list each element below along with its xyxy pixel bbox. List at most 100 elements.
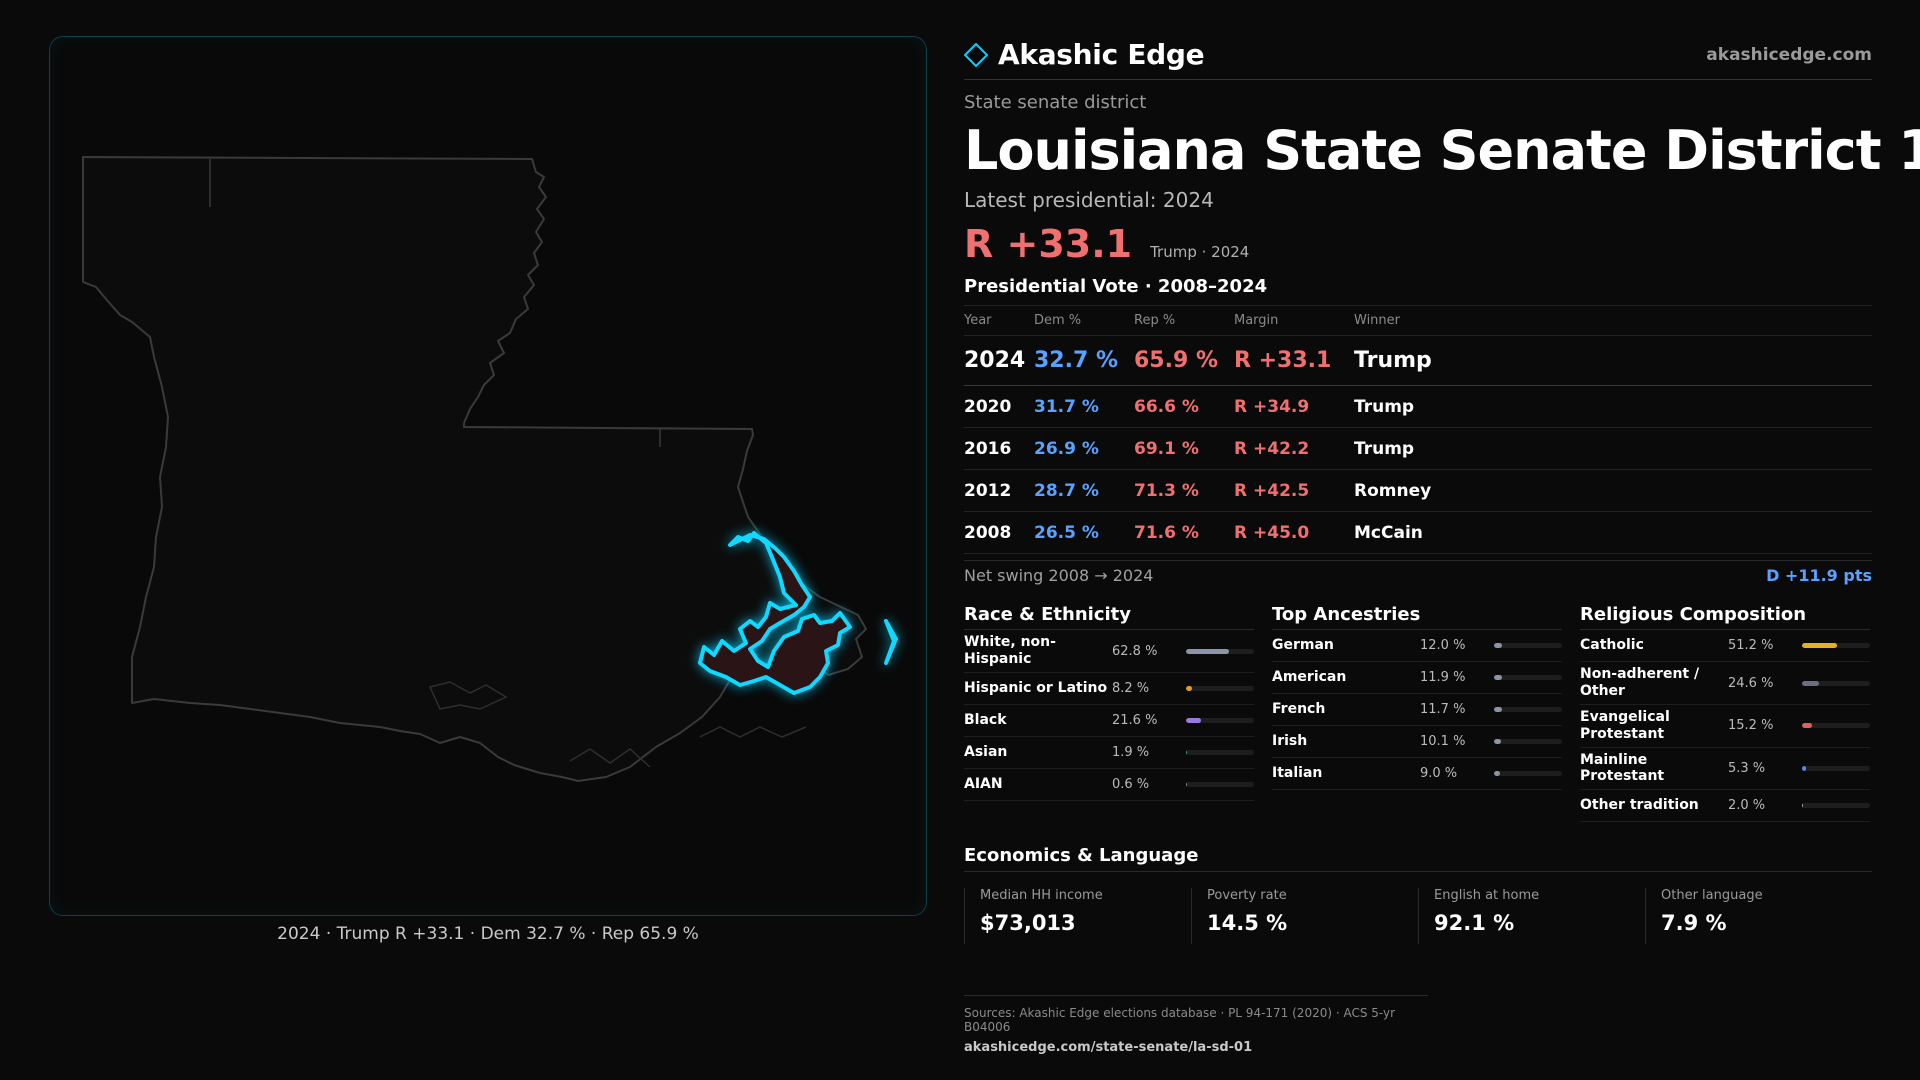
stat-bar (1494, 739, 1562, 745)
vote-table: Year Dem % Rep % Margin Winner 2024 32.7… (964, 305, 1872, 555)
source-url-link[interactable]: akashicedge.com/state-senate/la-sd-01 (964, 1040, 1253, 1055)
district-fragment (884, 619, 898, 665)
table-row: 2008 26.5 % 71.6 % R +45.0 McCain (964, 511, 1872, 555)
stat-value: 0.6 % (1112, 776, 1150, 792)
stat-label: Irish (1272, 733, 1308, 750)
stat-row: German 12.0 % (1272, 630, 1562, 663)
winner-cell: Trump (1354, 385, 1872, 429)
econ-stat: English at home 92.1 % (1418, 888, 1645, 945)
stat-label: Mainline Protestant (1580, 751, 1665, 785)
winner-cell: Trump (1354, 335, 1872, 387)
stat-row: Italian 9.0 % (1272, 758, 1562, 791)
stat-bar-fill (1186, 781, 1188, 787)
dem-cell: 31.7 % (1034, 385, 1134, 429)
margin-cell: R +34.9 (1234, 385, 1354, 429)
econ-value: 92.1 % (1434, 911, 1515, 936)
dem-cell: 26.5 % (1034, 511, 1134, 555)
net-swing: Net swing 2008 → 2024 D +11.9 pts (964, 560, 1872, 590)
table-header-row: Year Dem % Rep % Margin Winner (964, 305, 1872, 337)
rep-cell: 66.6 % (1134, 385, 1234, 429)
stat-row: Irish 10.1 % (1272, 726, 1562, 759)
stat-label: Catholic (1580, 637, 1644, 654)
margin-value: R +33.1 (964, 222, 1133, 267)
religion-title: Religious Composition (1580, 600, 1870, 631)
ancestry-section: Top Ancestries German 12.0 % American 11.9 … (1272, 600, 1562, 822)
year-cell: 2020 (964, 385, 1034, 429)
stat-row: French 11.7 % (1272, 694, 1562, 727)
district-shape[interactable] (698, 531, 852, 695)
stat-bar (1186, 648, 1254, 654)
stat-bar-fill (1802, 680, 1819, 686)
sources-line: Sources: Akashic Edge elections database… (964, 1006, 1396, 1034)
col-winner: Winner (1354, 305, 1872, 337)
margin-cell: R +42.5 (1234, 469, 1354, 513)
margin-subtitle: Trump · 2024 (1150, 243, 1250, 262)
stat-bar-fill (1494, 707, 1502, 713)
stat-value: 10.1 % (1420, 734, 1466, 750)
race-list: White, non-Hispanic 62.8 % Hispanic or Lat… (964, 630, 1254, 801)
stat-value: 11.7 % (1420, 702, 1466, 718)
stat-row: White, non-Hispanic 62.8 % (964, 630, 1254, 673)
stat-value: 24.6 % (1728, 675, 1774, 691)
stat-row: Mainline Protestant 5.3 % (1580, 748, 1870, 791)
winner-cell: McCain (1354, 511, 1872, 555)
stat-row: Evangelical Protestant 15.2 % (1580, 705, 1870, 748)
ancestry-list: German 12.0 % American 11.9 % French 11.7 % Ir… (1272, 630, 1562, 791)
stat-label: Hispanic or Latino (964, 680, 1108, 697)
stat-bar-fill (1494, 771, 1501, 777)
stat-bar-fill (1186, 648, 1229, 654)
stat-bar (1186, 717, 1254, 723)
table-row: 2012 28.7 % 71.3 % R +42.5 Romney (964, 469, 1872, 513)
stat-label: Asian (964, 744, 1008, 761)
louisiana-map (82, 156, 898, 782)
page-title: Louisiana State Senate District 1 (964, 119, 1920, 182)
econ-stat: Other language 7.9 % (1645, 888, 1872, 945)
stat-bar (1802, 803, 1870, 809)
margin-summary: R +33.1 Trump · 2024 (964, 222, 1872, 266)
brand-url-link[interactable]: akashicedge.com (1706, 44, 1872, 65)
stat-label: French (1272, 701, 1326, 718)
map-caption: 2024 · Trump R +33.1 · Dem 32.7 % · Rep … (277, 924, 699, 944)
ancestry-title: Top Ancestries (1272, 600, 1562, 631)
stat-value: 9.0 % (1420, 766, 1458, 782)
stat-bar-fill (1802, 643, 1837, 649)
margin-cell: R +33.1 (1234, 335, 1354, 387)
rep-cell: 71.3 % (1134, 469, 1234, 513)
stat-label: Black (964, 712, 1007, 729)
state-outline (82, 156, 867, 782)
stat-label: American (1272, 669, 1347, 686)
econ-label: Median HH income (980, 888, 1103, 904)
stat-bar-fill (1802, 723, 1813, 729)
stat-value: 21.6 % (1112, 712, 1158, 728)
economics-title: Economics & Language (964, 840, 1872, 873)
district-map[interactable] (49, 36, 927, 916)
stat-row: Other tradition 2.0 % (1580, 790, 1870, 823)
economics-grid: Median HH income $73,013 Poverty rate 14… (964, 888, 1872, 945)
econ-value: $73,013 (980, 911, 1076, 936)
stat-bar-fill (1802, 803, 1804, 809)
swing-label: Net swing 2008 → 2024 (964, 566, 1154, 586)
dem-cell: 26.9 % (1034, 427, 1134, 471)
stat-bar-fill (1186, 685, 1192, 691)
econ-label: Poverty rate (1207, 888, 1287, 904)
stat-bar (1186, 781, 1254, 787)
rep-cell: 71.6 % (1134, 511, 1234, 555)
winner-cell: Romney (1354, 469, 1872, 513)
year-cell: 2016 (964, 427, 1034, 471)
table-row: 2016 26.9 % 69.1 % R +42.2 Trump (964, 427, 1872, 471)
brand[interactable]: Akashic Edge (964, 38, 1205, 71)
stat-row: Black 21.6 % (964, 705, 1254, 737)
stat-label: Evangelical Protestant (1580, 708, 1670, 742)
stat-value: 8.2 % (1112, 680, 1150, 696)
stat-bar (1494, 643, 1562, 649)
stat-label: AIAN (964, 776, 1003, 793)
econ-stat: Poverty rate 14.5 % (1191, 888, 1418, 945)
stat-bar-fill (1494, 643, 1503, 649)
table-row: 2020 31.7 % 66.6 % R +34.9 Trump (964, 385, 1872, 429)
race-section: Race & Ethnicity White, non-Hispanic 62.8… (964, 600, 1254, 822)
stat-row: Catholic 51.2 % (1580, 630, 1870, 663)
econ-label: English at home (1434, 888, 1540, 904)
demographics: Race & Ethnicity White, non-Hispanic 62.8… (964, 600, 1872, 823)
vote-table-title: Presidential Vote · 2008–2024 (964, 276, 1268, 298)
stat-value: 2.0 % (1728, 798, 1766, 814)
